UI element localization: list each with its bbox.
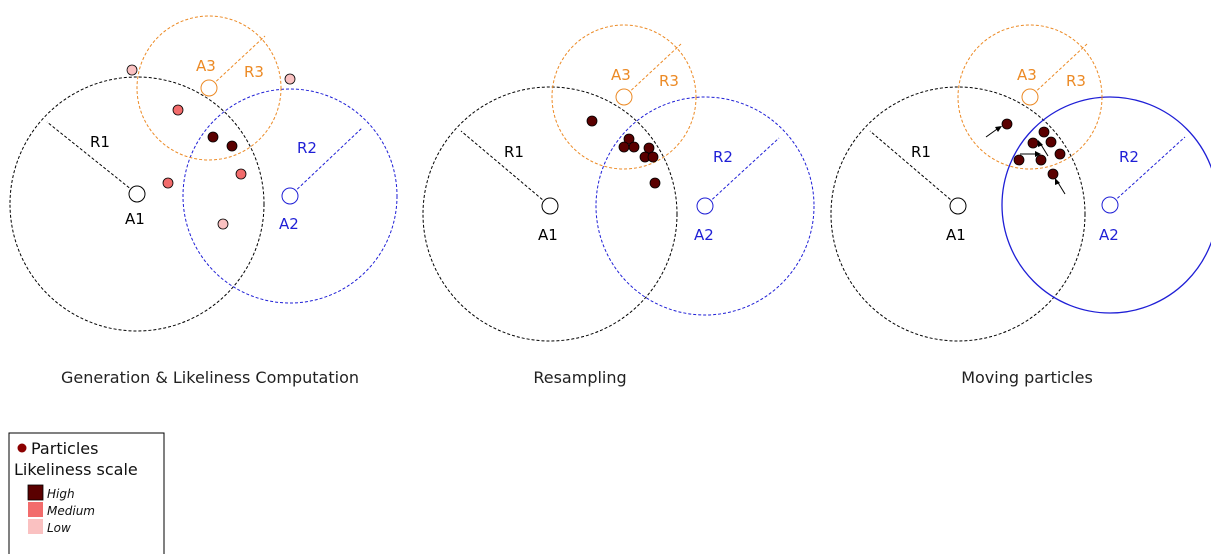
movement-arrows [985, 126, 1066, 195]
radius-line-r1 [46, 121, 138, 195]
particle-high [207, 131, 219, 143]
particle-low [126, 64, 138, 76]
particle-medium [172, 104, 184, 116]
radius-line-r2 [289, 127, 363, 197]
panel-caption-generation: Generation & Likeliness Computation [61, 368, 359, 387]
particle-high [1047, 168, 1059, 180]
radius-label-r2: R2 [1119, 148, 1139, 166]
anchor-label-a3: A3 [611, 66, 631, 84]
radius-line-r3 [1029, 43, 1088, 98]
particle-high [1054, 148, 1066, 160]
particle-high [649, 177, 661, 189]
arrow-head [1055, 178, 1060, 185]
particle-high [647, 151, 659, 163]
radius-line-r3 [623, 43, 682, 98]
particle-high [1001, 118, 1013, 130]
anchor-a3 [200, 79, 218, 97]
range-circle-a1 [422, 86, 678, 342]
particle-high [1027, 137, 1039, 149]
radius-label-r3: R3 [659, 72, 679, 90]
arrow-head [995, 126, 1002, 132]
anchor-a3 [615, 88, 633, 106]
particle-low [217, 218, 229, 230]
panel-moving: A1 A2 A3 R1 R2 R3 Moving particles [830, 24, 1211, 387]
anchor-label-a2: A2 [694, 226, 714, 244]
anchor-label-a1: A1 [538, 226, 558, 244]
anchor-label-a1: A1 [946, 226, 966, 244]
legend-level-medium: Medium [47, 504, 95, 518]
range-circle-a2 [1001, 96, 1211, 314]
particle-high [586, 115, 598, 127]
legend-particles-label: Particles [31, 439, 98, 458]
arrow-head [1038, 140, 1043, 147]
legend-particle-icon [17, 443, 27, 453]
particle-high [1038, 126, 1050, 138]
radius-line-r2 [1109, 136, 1186, 206]
particle-high [628, 141, 640, 153]
legend-level-high: High [47, 487, 75, 501]
particle-high [1035, 154, 1047, 166]
range-circle-a2 [182, 88, 398, 304]
legend-level-low: Low [47, 521, 71, 535]
anchor-a2 [696, 197, 714, 215]
range-circle-a1 [9, 76, 265, 332]
legend-swatch-low [28, 519, 43, 534]
particle-high [618, 141, 630, 153]
legend-swatch-high [27, 484, 44, 501]
radius-line-r1 [869, 130, 959, 207]
panel-generation: A1 A2 A3 R1 R2 R3 Generation & Likelines… [9, 15, 398, 387]
radius-line-r3 [208, 35, 266, 89]
particle-high [1045, 136, 1057, 148]
radius-line-r1 [460, 130, 551, 207]
panel-caption-moving: Moving particles [961, 368, 1093, 387]
anchor-label-a2: A2 [1099, 226, 1119, 244]
radius-label-r3: R3 [244, 63, 264, 81]
radius-label-r1: R1 [90, 133, 110, 151]
particle-medium [235, 168, 247, 180]
particle-high [226, 140, 238, 152]
particle-medium [162, 177, 174, 189]
radius-label-r2: R2 [297, 139, 317, 157]
range-circle-a2 [595, 96, 815, 316]
anchor-label-a1: A1 [125, 210, 145, 228]
panel-resampling: A1 A2 A3 R1 R2 R3 Resampling [422, 24, 815, 387]
range-circle-a3 [136, 15, 282, 161]
anchor-a3 [1021, 88, 1039, 106]
anchor-a1 [949, 197, 967, 215]
arrow-head [1035, 151, 1041, 157]
anchor-label-a3: A3 [1017, 66, 1037, 84]
anchor-a2 [1101, 196, 1119, 214]
radius-line-r2 [704, 137, 780, 207]
range-circle-a3 [551, 24, 697, 170]
range-circle-a1 [830, 86, 1086, 342]
range-circle-a3 [957, 24, 1103, 170]
legend-swatch-medium [28, 502, 43, 517]
anchor-a2 [281, 187, 299, 205]
particle-high [1013, 154, 1025, 166]
legend-scale-title: Likeliness scale [14, 460, 138, 479]
particle-high [643, 142, 655, 154]
particle-low [284, 73, 296, 85]
legend: Particles Likeliness scale High Medium L… [8, 432, 165, 554]
anchor-a1 [128, 185, 146, 203]
panel-caption-resampling: Resampling [533, 368, 626, 387]
radius-label-r1: R1 [911, 143, 931, 161]
radius-label-r2: R2 [713, 148, 733, 166]
radius-label-r3: R3 [1066, 72, 1086, 90]
particle-high [623, 133, 635, 145]
anchor-label-a3: A3 [196, 57, 216, 75]
anchor-label-a2: A2 [279, 215, 299, 233]
anchor-a1 [541, 197, 559, 215]
radius-label-r1: R1 [504, 143, 524, 161]
